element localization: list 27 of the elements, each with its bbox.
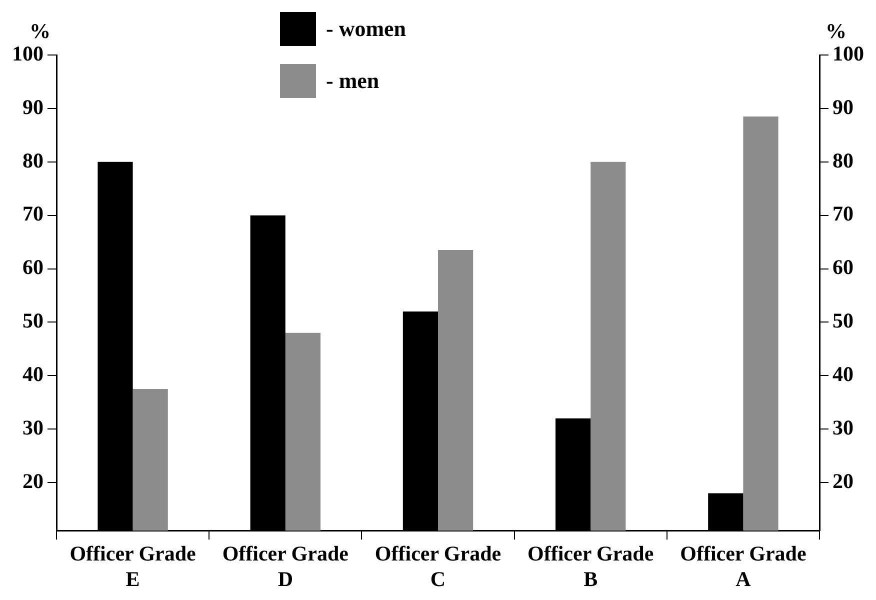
legend-label: - women [326, 16, 406, 42]
y-tick-label: 40 [22, 362, 44, 386]
y-tick-label: 20 [22, 468, 44, 493]
y-tick-label: 30 [22, 415, 44, 440]
y2-tick-label: 90 [832, 94, 854, 119]
y-tick-label: 90 [22, 94, 44, 119]
y-tick-label: 100 [12, 41, 44, 66]
y2-tick-label: 100 [832, 41, 864, 66]
y-axis-title: % [30, 18, 50, 43]
y2-tick-label: 50 [832, 308, 854, 333]
x-tick-label: Officer Grade D [222, 542, 348, 591]
y2-tick-label: 80 [832, 148, 854, 172]
x-tick-label: Officer Grade C [374, 542, 502, 591]
y2-tick-label: 60 [832, 255, 854, 280]
y2-tick-label: 70 [832, 202, 854, 226]
y2-tick-label: 30 [832, 415, 854, 440]
y2-tick-label: 20 [832, 468, 854, 493]
x-tick-label: Officer Grade B [528, 542, 654, 591]
legend-label: - men [326, 68, 380, 94]
y-tick-label: 70 [22, 202, 44, 226]
y-tick-label: 80 [22, 148, 44, 172]
x-tick-label: Officer Grade A [680, 542, 806, 591]
y2-axis-title: % [826, 18, 846, 43]
y-tick-label: 60 [22, 255, 44, 280]
x-tick-label: Officer Grade E [70, 542, 196, 591]
y-tick-label: 50 [22, 308, 44, 333]
y2-tick-label: 40 [832, 362, 854, 386]
